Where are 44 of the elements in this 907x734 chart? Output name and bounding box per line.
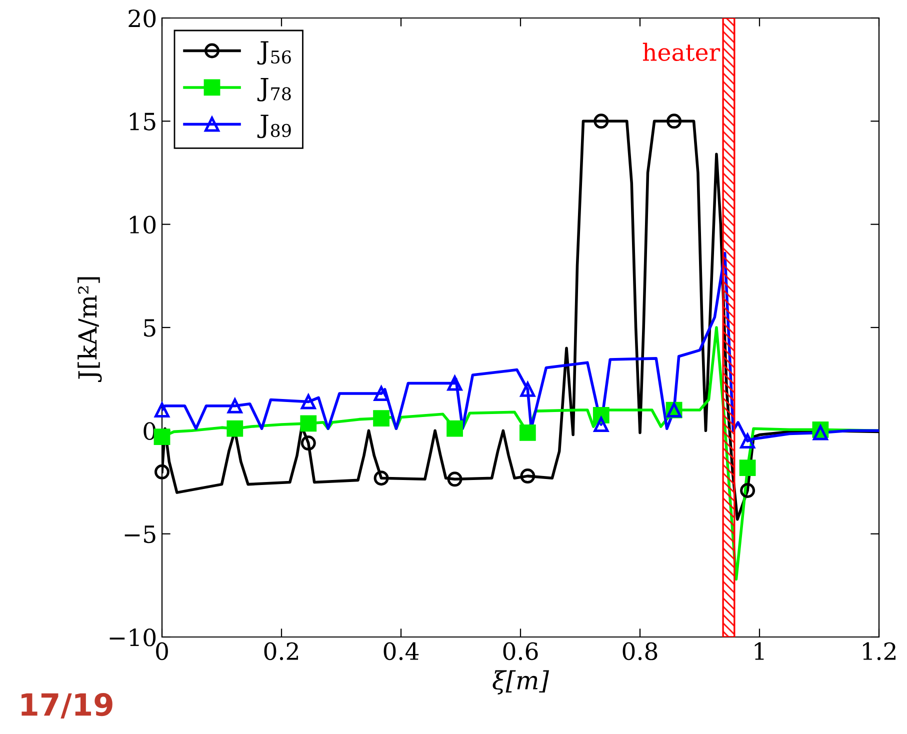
y-tick-label: 15 xyxy=(130,112,156,130)
point xyxy=(739,460,756,476)
point xyxy=(154,428,170,446)
y-axis-title: J[kA/m²] xyxy=(78,277,102,382)
legend-label: J$_{56}$ xyxy=(257,41,291,65)
point xyxy=(446,420,463,437)
point xyxy=(300,415,317,432)
point xyxy=(154,402,170,418)
point xyxy=(594,114,609,129)
x-tick-label: 1 xyxy=(754,642,764,660)
point xyxy=(226,420,244,437)
point xyxy=(374,470,389,486)
point xyxy=(447,376,462,391)
point xyxy=(374,386,389,402)
text: 17/19 xyxy=(22,693,112,718)
point xyxy=(227,398,242,414)
point xyxy=(373,410,390,426)
band-label: heater xyxy=(642,42,720,62)
x-tick-label: 0.8 xyxy=(622,642,658,660)
point xyxy=(519,424,536,441)
x-axis-title: ξ[m] xyxy=(492,670,550,694)
point xyxy=(447,472,462,487)
x-tick-label: 0.2 xyxy=(264,642,298,660)
point xyxy=(520,382,536,397)
y-tick-label: 20 xyxy=(128,9,156,28)
legend-label: J$_{78}$ xyxy=(257,78,291,102)
y-tick-label: 5 xyxy=(144,319,156,337)
x-tick-label: 1.2 xyxy=(863,642,896,660)
point xyxy=(666,114,682,129)
point xyxy=(300,394,316,410)
legend-label: J$_{89}$ xyxy=(257,114,291,138)
x-tick-label: 0 xyxy=(156,642,168,660)
point xyxy=(740,483,756,498)
y-tick-label: −10 xyxy=(110,628,156,646)
y-tick-label: 10 xyxy=(130,216,156,234)
x-tick-label: 0.6 xyxy=(503,642,538,660)
y-tick-label: −5 xyxy=(124,526,156,544)
point xyxy=(594,416,609,432)
point xyxy=(740,433,756,448)
point xyxy=(812,425,828,440)
point xyxy=(520,468,536,484)
x-tick-label: 0.4 xyxy=(384,642,419,660)
point xyxy=(300,436,316,451)
point xyxy=(154,464,170,480)
